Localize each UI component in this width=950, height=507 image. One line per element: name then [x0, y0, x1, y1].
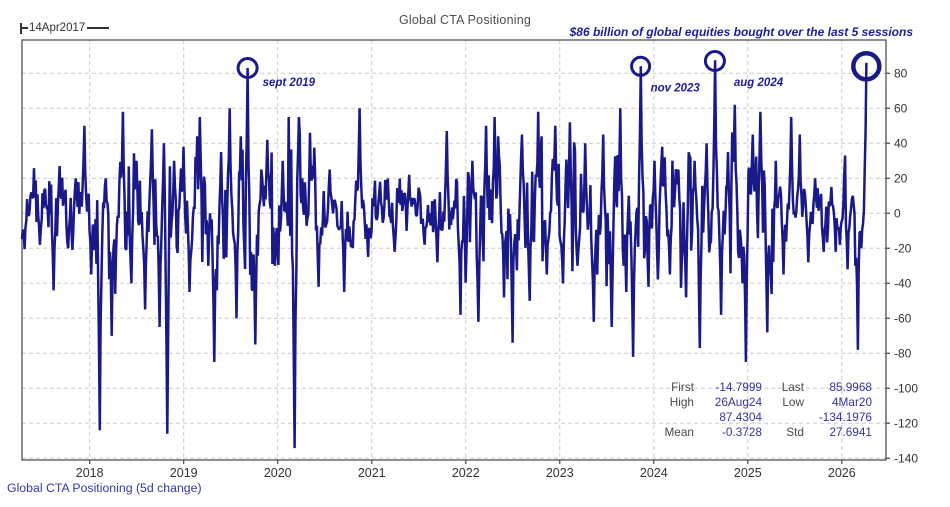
start-date-marker: 14Apr2017: [20, 22, 110, 34]
stat-label-last: Last: [781, 380, 804, 394]
peak-circle-icon: [851, 51, 882, 82]
x-tick-label: 2026: [828, 466, 856, 480]
y-tick-label: -80: [894, 346, 912, 360]
y-tick-label: 60: [894, 101, 908, 115]
flow-annotation: $86 billion of global equities bought ov…: [569, 25, 913, 39]
start-tick-stub-icon: [22, 27, 28, 29]
y-tick-label: -120: [894, 416, 918, 430]
cta-positioning-series: [20, 60, 868, 449]
x-tick-label: 2025: [734, 466, 762, 480]
stat-label-first: First: [671, 380, 694, 394]
stats-panel: First -14.7999 Last 85.9968 High 26Aug24…: [652, 380, 872, 439]
x-tick-label: 2018: [76, 466, 104, 480]
peak-annotation-label: aug 2024: [734, 77, 784, 89]
start-tick-icon: [20, 22, 22, 34]
stat-label-blank2: [768, 410, 804, 424]
x-tick-label: 2021: [358, 466, 386, 480]
peak-circle-icon: [236, 57, 259, 79]
y-tick-label: 40: [894, 136, 908, 150]
peak-annotation-label: sept 2019: [263, 77, 316, 89]
stat-value-last: 85.9968: [829, 380, 872, 394]
stat-value-high: 87.4304: [719, 410, 762, 424]
plot-frame: [21, 39, 887, 461]
y-tick-label: 20: [894, 171, 908, 185]
stat-value-mean: -0.3728: [721, 425, 762, 439]
y-tick-label: -40: [894, 276, 912, 290]
x-tick-label: 2023: [546, 466, 574, 480]
stat-label-blank1: [652, 410, 694, 424]
y-tick-label: -20: [894, 241, 912, 255]
start-date-label: 14Apr2017: [29, 22, 86, 34]
y-tick-label: -140: [894, 451, 918, 465]
peak-annotation-label: nov 2023: [651, 82, 701, 94]
stat-value-std: 27.6941: [829, 425, 872, 439]
stat-value-high-date: 26Aug24: [714, 395, 762, 409]
series-legend-label: Global CTA Positioning (5d change): [7, 481, 202, 495]
stat-label-high: High: [669, 395, 694, 409]
chart-title: Global CTA Positioning: [398, 13, 531, 27]
stat-label-low: Low: [782, 395, 804, 409]
stat-value-low-date: 4Mar20: [832, 395, 872, 409]
y-tick-label: 80: [894, 66, 908, 80]
stat-label-mean: Mean: [664, 425, 694, 439]
start-dash-icon: [87, 27, 110, 29]
stat-value-low: -134.1976: [818, 410, 872, 424]
y-tick-label: 0: [894, 206, 901, 220]
x-tick-label: 2020: [264, 466, 292, 480]
x-tick-label: 2024: [640, 466, 668, 480]
peak-circle-icon: [630, 55, 652, 77]
stat-label-std: Std: [786, 425, 804, 439]
peak-circle-icon: [703, 50, 726, 72]
x-tick-label: 2019: [170, 466, 198, 480]
stat-value-first: -14.7999: [715, 380, 762, 394]
y-tick-label: -100: [894, 381, 918, 395]
y-tick-label: -60: [894, 311, 912, 325]
x-tick-label: 2022: [452, 466, 480, 480]
